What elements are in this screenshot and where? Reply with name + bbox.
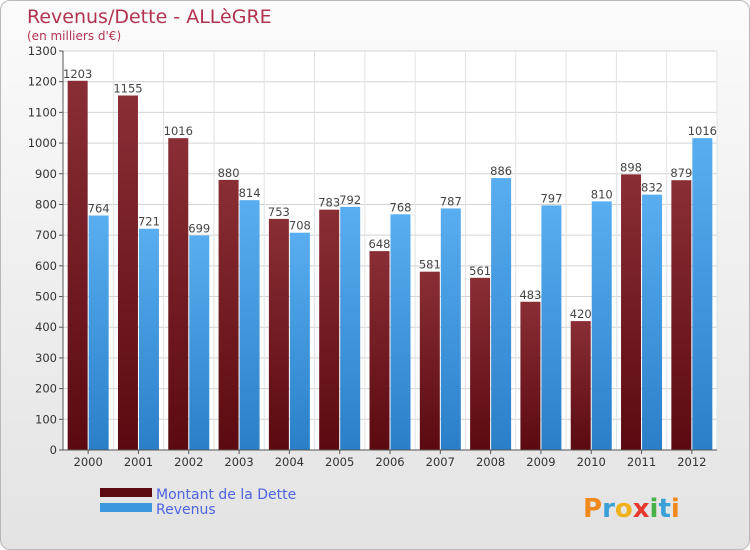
bar-dette (369, 251, 390, 450)
x-tick-label: 2006 (375, 455, 404, 469)
value-label-dette: 898 (620, 160, 642, 174)
bar-revenus (289, 232, 310, 450)
y-tick-label: 900 (35, 167, 57, 181)
bar-revenus (138, 228, 159, 450)
y-tick-label: 200 (35, 382, 57, 396)
value-label-revenus: 708 (289, 219, 311, 233)
bar-dette (570, 321, 591, 450)
bar-dette (67, 80, 88, 450)
x-tick-label: 2010 (577, 455, 606, 469)
bars-layer (67, 80, 713, 451)
x-tick-label: 2001 (124, 455, 153, 469)
value-label-dette: 648 (369, 237, 391, 251)
y-tick-label: 400 (35, 320, 57, 334)
value-label-revenus: 764 (88, 202, 110, 216)
bar-dette (470, 277, 491, 450)
bar-revenus (541, 205, 562, 450)
bar-revenus (239, 200, 260, 450)
x-tick-label: 2004 (275, 455, 304, 469)
bar-revenus (440, 208, 461, 450)
y-tick-label: 1000 (28, 136, 57, 150)
bar-dette (419, 271, 440, 450)
value-label-dette: 753 (268, 205, 290, 219)
legend-label-revenus: Revenus (156, 502, 216, 518)
x-tick-label: 2012 (677, 455, 706, 469)
y-tick-label: 800 (35, 197, 57, 211)
value-label-dette: 561 (469, 264, 491, 278)
bar-dette (168, 138, 189, 451)
x-tick-label: 2003 (224, 455, 253, 469)
x-tick-label: 2000 (74, 455, 103, 469)
bar-dette (117, 95, 138, 450)
y-tick-label: 100 (35, 412, 57, 426)
y-tick-label: 600 (35, 259, 57, 273)
y-tick-label: 1300 (28, 44, 57, 58)
y-tick-label: 500 (35, 290, 57, 304)
value-label-revenus: 699 (188, 221, 210, 235)
y-tick-label: 1200 (28, 75, 57, 89)
bar-revenus (88, 215, 109, 450)
x-tick-label: 2002 (174, 455, 203, 469)
value-label-revenus: 886 (490, 164, 512, 178)
bar-revenus (189, 235, 210, 450)
bar-revenus (340, 206, 361, 450)
value-label-dette: 880 (218, 166, 240, 180)
value-label-dette: 420 (570, 307, 592, 321)
value-label-dette: 1016 (164, 124, 193, 138)
bar-revenus (390, 214, 411, 450)
value-label-dette: 783 (318, 196, 340, 210)
x-tick-label: 2005 (325, 455, 354, 469)
legend: Montant de la Dette Revenus (100, 487, 296, 518)
value-label-dette: 1203 (63, 67, 92, 81)
value-label-revenus: 721 (138, 215, 160, 229)
legend-label-debt: Montant de la Dette (156, 487, 296, 503)
bar-revenus (591, 201, 612, 450)
value-label-dette: 1155 (113, 82, 142, 96)
value-label-revenus: 792 (339, 193, 361, 207)
x-tick-label: 2009 (526, 455, 555, 469)
bar-dette (621, 174, 642, 451)
y-tick-label: 300 (35, 351, 57, 365)
value-label-revenus: 832 (641, 181, 663, 195)
value-label-revenus: 810 (591, 187, 613, 201)
value-label-dette: 879 (670, 166, 692, 180)
value-label-revenus: 814 (239, 186, 261, 200)
y-tick-label: 1100 (28, 105, 57, 119)
legend-swatch-debt (100, 488, 152, 497)
value-label-dette: 581 (419, 258, 441, 272)
bar-dette (671, 180, 692, 451)
axes-layer: 0 100 200 300 400 500 600 700 800 900 1000 1100 1200… (28, 44, 717, 469)
chart-title: Revenus/Dette - ALLèGRE (27, 6, 272, 28)
bar-revenus (692, 138, 713, 451)
x-tick-label: 2011 (627, 455, 656, 469)
svg-text:Proxiti: Proxiti (583, 494, 680, 524)
y-tick-label: 700 (35, 228, 57, 242)
value-label-dette: 483 (519, 288, 541, 302)
value-label-revenus: 768 (390, 200, 412, 214)
bar-revenus (491, 178, 512, 450)
bar-revenus (642, 194, 663, 450)
x-tick-label: 2008 (476, 455, 505, 469)
proxiti-logo: Proxiti (583, 494, 680, 524)
value-label-revenus: 787 (440, 194, 462, 208)
chart-subtitle: (en milliers d'€) (27, 29, 121, 43)
legend-swatch-revenus (100, 503, 152, 512)
bar-dette (520, 301, 541, 450)
bar-dette (218, 179, 239, 450)
value-label-revenus: 1016 (688, 124, 717, 138)
value-label-revenus: 797 (540, 191, 562, 205)
bar-dette (268, 218, 289, 450)
bar-dette (319, 209, 340, 450)
x-tick-label: 2007 (426, 455, 455, 469)
y-tick-label: 0 (50, 443, 57, 457)
